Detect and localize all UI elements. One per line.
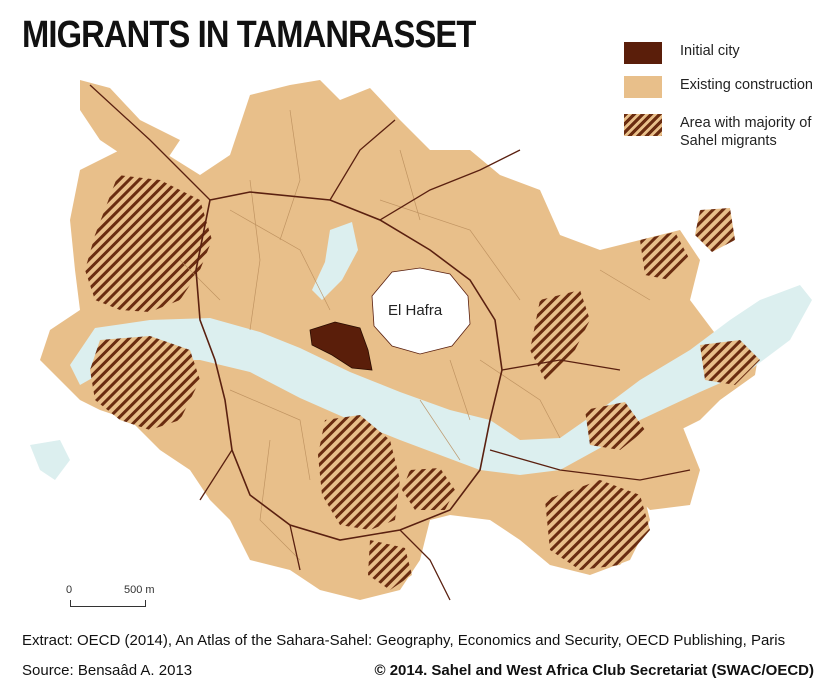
source-credit: Source: Bensaâd A. 2013 bbox=[22, 662, 193, 679]
legend-label: Existing construction bbox=[680, 77, 813, 93]
el-hafra-hill bbox=[371, 267, 471, 355]
legend-label: Initial city bbox=[680, 43, 740, 59]
main-roads bbox=[89, 84, 691, 601]
river-tributary bbox=[30, 440, 70, 480]
existing-construction-area bbox=[80, 80, 180, 170]
legend-label: Area with majority of Sahel migrants bbox=[680, 115, 812, 149]
scale-bar: 0 500 m bbox=[66, 584, 156, 614]
street-network bbox=[179, 109, 651, 561]
sahel-migrant-areas bbox=[85, 175, 760, 590]
existing-construction-swatch bbox=[624, 76, 662, 98]
el-hafra-label: El Hafra bbox=[388, 302, 443, 319]
legend-item-sahel-migrants: Area with majority of Sahel migrants bbox=[624, 114, 824, 174]
copyright-notice: © 2014. Sahel and West Africa Club Secre… bbox=[374, 662, 814, 679]
city-map bbox=[30, 80, 812, 601]
scale-line bbox=[70, 600, 146, 607]
scale-zero-label: 0 bbox=[66, 584, 73, 596]
map-title: MIGRANTS IN TAMANRASSET bbox=[22, 14, 476, 56]
legend: Initial city Existing construction Area … bbox=[624, 42, 824, 182]
sahel-migrants-swatch bbox=[624, 114, 662, 136]
initial-city-area bbox=[309, 321, 373, 371]
initial-city-swatch bbox=[624, 42, 662, 64]
scale-distance-label: 500 m bbox=[124, 584, 155, 596]
river-tributary bbox=[312, 222, 358, 300]
ring-road bbox=[195, 191, 503, 541]
extract-credit: Extract: OECD (2014), An Atlas of the Sa… bbox=[22, 632, 786, 649]
legend-item-existing-construction: Existing construction bbox=[624, 76, 824, 106]
legend-item-initial-city: Initial city bbox=[624, 42, 824, 68]
